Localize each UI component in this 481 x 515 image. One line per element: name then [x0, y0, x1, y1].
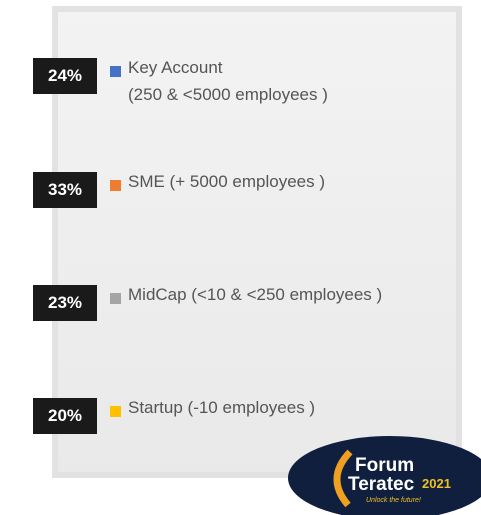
legend-label: (250 & <5000 employees ) — [128, 85, 328, 104]
logo-text: Forum — [355, 455, 414, 476]
percent-badge: 23% — [33, 285, 97, 321]
legend-swatch — [110, 406, 121, 417]
percent-badge: 20% — [33, 398, 97, 434]
logo-year: 2021 — [422, 476, 451, 491]
legend-label: Key Account — [128, 58, 223, 77]
legend-swatch — [110, 293, 121, 304]
legend-label: SME (+ 5000 employees ) — [128, 172, 326, 191]
logo-arc — [333, 449, 353, 508]
panel — [52, 6, 462, 478]
legend-label: Startup (-10 employees ) — [128, 398, 316, 417]
legend-label: MidCap (<10 & <250 employees ) — [128, 285, 383, 304]
logo-background — [288, 436, 481, 515]
percent-badge: 33% — [33, 172, 97, 208]
percent-badge: 24% — [33, 58, 97, 94]
logo-text: Teratec — [348, 474, 415, 495]
legend-swatch — [110, 66, 121, 77]
legend-swatch — [110, 180, 121, 191]
logo-tagline: Unlock the future! — [366, 497, 421, 504]
